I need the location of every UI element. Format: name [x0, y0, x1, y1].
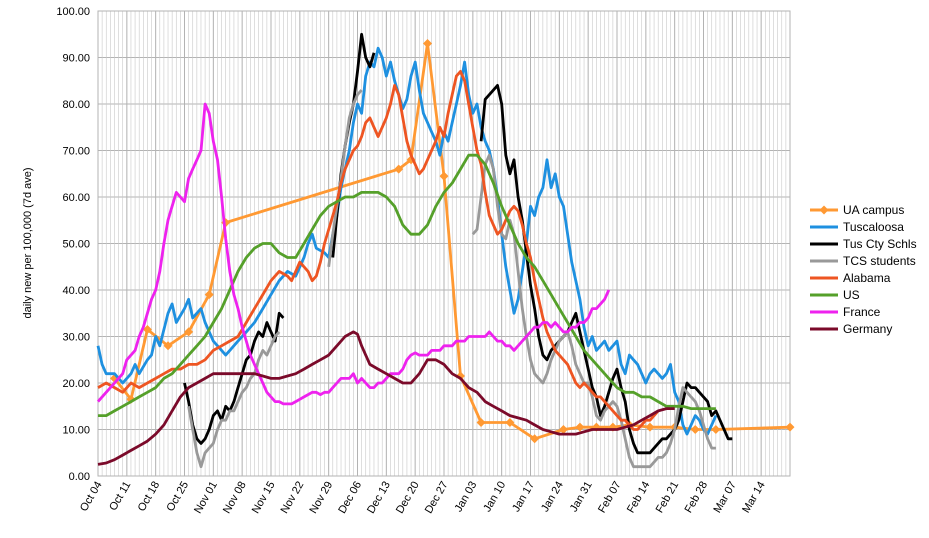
legend-label-tuscaloosa: Tuscaloosa	[843, 220, 904, 234]
data-point-ua-campus	[423, 39, 433, 49]
data-point-ua-campus	[558, 425, 568, 434]
data-point-ua-campus	[439, 171, 449, 181]
x-tick-label: Dec 27	[423, 480, 451, 516]
y-tick-label: 80.00	[62, 99, 90, 111]
series-line-germany	[97, 330, 675, 466]
x-tick-label: Oct 18	[136, 480, 163, 514]
legend-label-france: France	[843, 305, 881, 319]
y-tick-label: 40.00	[62, 285, 90, 297]
x-tick-label: Mar 14	[740, 480, 768, 516]
legend-label-us: US	[843, 288, 860, 302]
x-tick-label: Feb 07	[596, 480, 624, 516]
data-point-ua-campus	[785, 422, 795, 432]
x-tick-label: Mar 07	[711, 480, 739, 516]
series-line-us	[98, 153, 716, 417]
data-point-ua-campus	[645, 422, 655, 432]
data-point-ua-campus	[476, 418, 486, 428]
legend-label-germany: Germany	[843, 322, 892, 336]
x-tick-label: Nov 15	[250, 480, 278, 516]
x-tick-label: Feb 28	[683, 480, 711, 516]
x-tick-label: Dec 13	[365, 480, 393, 516]
y-tick-label: 0.00	[69, 471, 90, 483]
x-tick-label: Jan 31	[568, 480, 595, 515]
x-tick-label: Dec 20	[394, 480, 422, 516]
legend: UA campus Tuscaloosa Tus Cty Schls TCS stud…	[810, 203, 917, 336]
x-tick-label: Jan 03	[453, 480, 480, 515]
data-point-ua-campus	[142, 325, 152, 335]
series-line-tuscaloosa	[96, 46, 718, 436]
x-tick-label: Jan 17	[510, 480, 537, 515]
y-tick-label: 10.00	[62, 425, 90, 437]
x-tick-label: Dec 06	[336, 480, 364, 516]
data-point-ua-campus	[505, 418, 515, 428]
x-tick-label: Oct 11	[107, 480, 133, 513]
x-tick-label: Nov 22	[279, 480, 307, 516]
plot-area-border	[97, 10, 791, 477]
legend-label-tus-cty-schls: Tus Cty Schls	[843, 237, 917, 251]
x-tick-label: Jan 10	[481, 479, 508, 514]
x-tick-label: Oct 04	[78, 480, 105, 514]
y-tick-label: 90.00	[62, 53, 90, 65]
data-point-ua-campus	[711, 425, 721, 434]
series-line-alabama	[97, 70, 660, 431]
series-line-tcs-students	[327, 89, 363, 267]
series-lines	[96, 32, 795, 469]
y-tick-label: 60.00	[62, 192, 90, 204]
y-tick-label: 30.00	[62, 332, 90, 344]
data-point-ua-campus	[184, 327, 194, 337]
series-line-tus-cty-schls	[183, 311, 285, 445]
data-point-ua-campus	[163, 341, 173, 351]
data-point-ua-campus	[530, 434, 540, 444]
legend-label-tcs-students: TCS students	[843, 254, 916, 268]
x-tick-label: Nov 29	[307, 480, 335, 516]
x-tick-label: Nov 08	[221, 480, 249, 516]
legend-label-alabama: Alabama	[843, 271, 891, 285]
x-tick-label: Oct 25	[165, 480, 192, 514]
x-tick-label: Feb 21	[654, 480, 682, 516]
data-point-ua-campus	[204, 290, 214, 300]
y-tick-label: 50.00	[62, 239, 90, 251]
series-line-tcs-students	[187, 330, 281, 469]
y-axis-title: daily new per 100,000 (7d ave)	[22, 167, 34, 318]
y-tick-label: 20.00	[62, 378, 90, 390]
data-point-ua-campus	[394, 164, 404, 174]
y-tick-label: 70.00	[62, 146, 90, 158]
y-tick-label: 100.00	[56, 6, 90, 18]
x-tick-label: Nov 01	[192, 480, 220, 516]
series-line-france	[96, 102, 611, 406]
x-tick-label: Jan 24	[539, 480, 566, 515]
legend-label-ua-campus: UA campus	[843, 203, 904, 217]
data-point-ua-campus	[575, 422, 585, 432]
data-point-ua-campus	[690, 425, 700, 434]
x-tick-label: Feb 14	[625, 480, 653, 516]
grid	[97, 10, 791, 477]
legend-marker-ua-campus	[819, 205, 829, 215]
